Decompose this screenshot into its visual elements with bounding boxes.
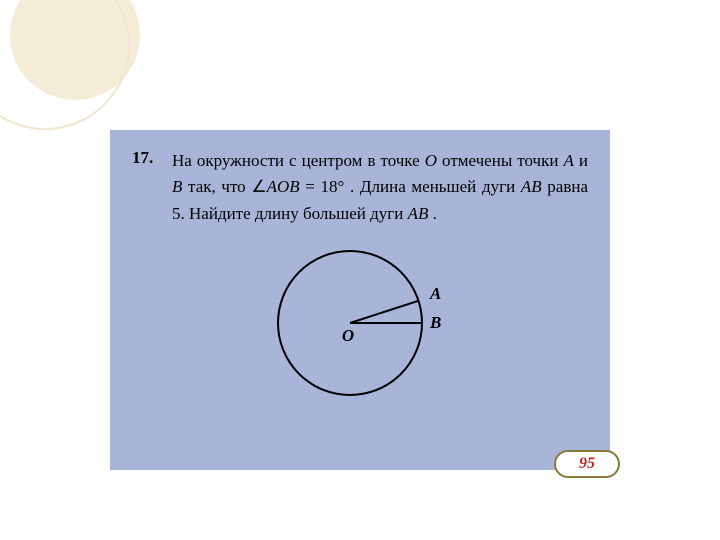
text-part: . (428, 204, 437, 223)
label-O: O (342, 326, 354, 345)
text-A: A (563, 151, 573, 170)
problem-row: 17. На окружности с центром в точке O от… (132, 148, 588, 227)
label-B: B (429, 313, 441, 332)
problem-number: 17. (132, 148, 160, 227)
text-part: отмечены точки (437, 151, 563, 170)
text-part: На окружности с центром в точке (172, 151, 425, 170)
text-B: B (172, 177, 182, 196)
text-AB2: AB (408, 204, 429, 223)
text-part: так, что ∠ (182, 177, 266, 196)
geometry-figure: O AB (230, 233, 490, 413)
radius-OA (350, 301, 418, 323)
text-AB1: AB (521, 177, 542, 196)
label-A: A (429, 284, 441, 303)
answer-badge: 95 (554, 450, 620, 478)
text-O: O (425, 151, 437, 170)
decorative-circle-outer (0, 0, 130, 130)
answer-value: 95 (579, 455, 595, 473)
figure-wrap: O AB (132, 233, 588, 413)
text-AOB: AOB (267, 177, 300, 196)
text-part: и (574, 151, 588, 170)
text-part: = 18° . Длина меньшей дуги (300, 177, 521, 196)
problem-text: На окружности с центром в точке O отмече… (172, 148, 588, 227)
problem-card: 17. На окружности с центром в точке O от… (110, 130, 610, 470)
